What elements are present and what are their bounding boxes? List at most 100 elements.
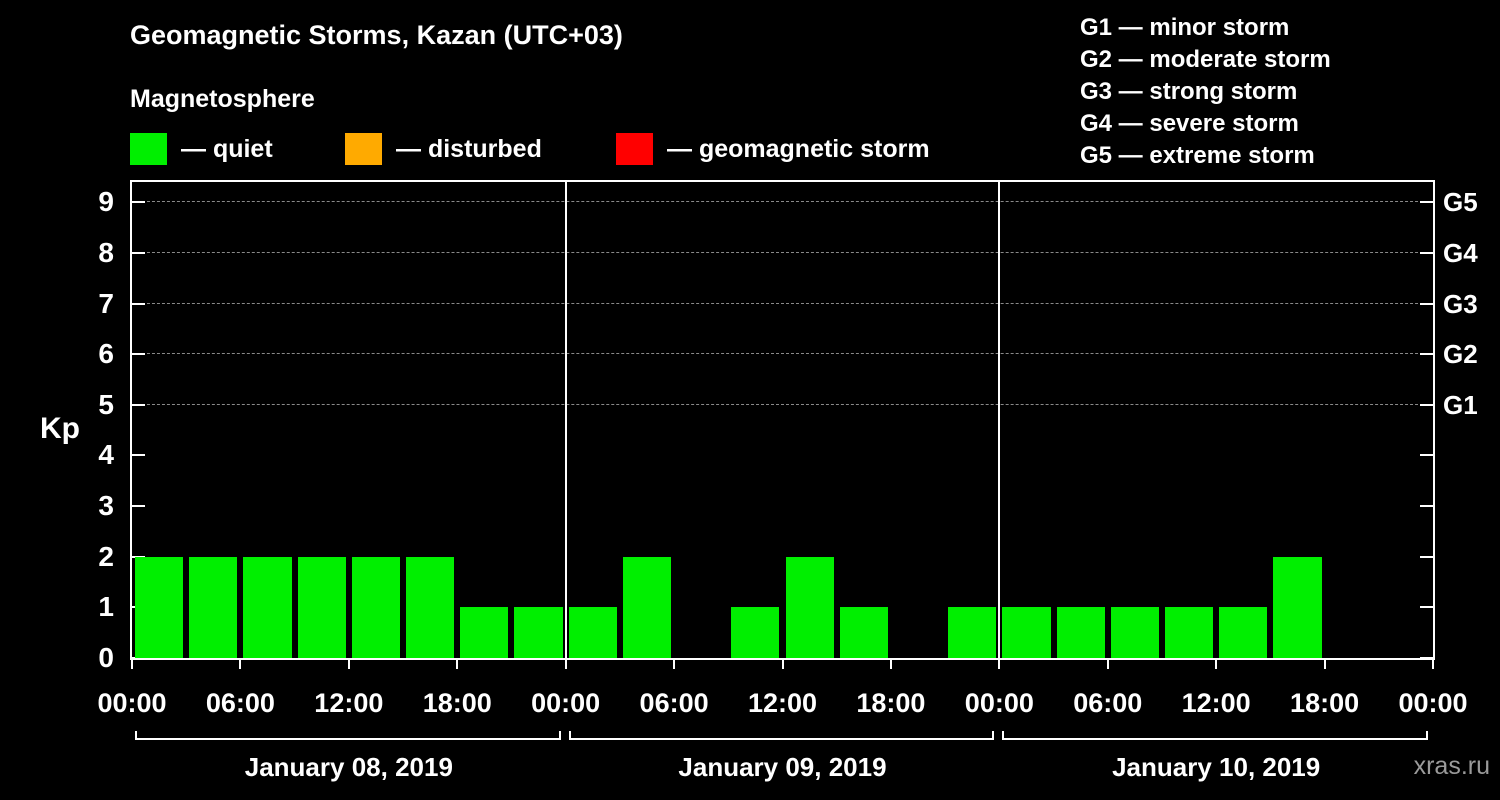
- quiet-color-swatch: [130, 133, 167, 165]
- day-divider: [564, 182, 567, 658]
- gridline-g4: [132, 251, 1433, 253]
- kp-bar: [948, 607, 997, 658]
- kp-bar: [351, 556, 401, 658]
- y-tick-left: [132, 555, 145, 558]
- kp-bar: [568, 607, 617, 658]
- x-axis-tick: [564, 660, 567, 669]
- x-axis-time-label: 06:00: [205, 688, 275, 718]
- x-axis-time-label: 06:00: [1073, 688, 1143, 718]
- kp-bar: [243, 556, 292, 658]
- y-axis-label: 1: [98, 591, 114, 623]
- gridline-g2: [132, 353, 1433, 355]
- x-axis-time-label: 18:00: [856, 688, 926, 718]
- x-axis-tick: [131, 660, 133, 669]
- x-axis-time-label: 12:00: [747, 688, 818, 718]
- y-tick-right: [1420, 555, 1433, 558]
- kp-bar: [1219, 607, 1268, 658]
- y-tick-left: [132, 302, 145, 305]
- y-axis-label: 8: [98, 236, 114, 268]
- g1-legend-line: G1 — minor storm: [1080, 14, 1290, 41]
- kp-bar: [839, 607, 888, 658]
- x-axis-time-label: 00:00: [964, 688, 1034, 718]
- kp-bar: [514, 607, 563, 658]
- x-axis-tick: [347, 660, 350, 669]
- y-tick-left: [132, 353, 145, 356]
- y-tick-right: [1420, 606, 1433, 609]
- y-axis-label: 3: [98, 490, 114, 522]
- kp-bar: [460, 607, 509, 658]
- x-axis-time-label: 00:00: [531, 688, 601, 718]
- kp-bar: [135, 556, 184, 658]
- kp-bar: [406, 556, 455, 658]
- g2-legend-line: G2 — moderate storm: [1080, 46, 1331, 73]
- x-axis-time-label: 00:00: [97, 688, 167, 718]
- date-bracket: [568, 731, 995, 740]
- x-axis-tick: [1432, 660, 1434, 669]
- y-tick-right: [1420, 454, 1433, 457]
- y-tick-right: [1420, 657, 1433, 659]
- y-axis-label: 4: [98, 439, 114, 471]
- x-axis-tick: [889, 660, 892, 669]
- x-axis-time-label: 18:00: [422, 688, 492, 718]
- kp-bar: [731, 607, 780, 658]
- g5-legend-line: G5 — extreme storm: [1080, 142, 1315, 169]
- y-axis-label: 2: [98, 540, 114, 572]
- legend-item-quiet: — quiet: [130, 132, 273, 166]
- kp-bar: [1164, 607, 1214, 658]
- disturbed-color-swatch: [345, 133, 382, 165]
- y-tick-left: [132, 403, 145, 406]
- g-axis-label-g4: G4: [1443, 237, 1478, 268]
- y-tick-right: [1420, 353, 1433, 356]
- y-axis-label: 9: [98, 186, 114, 218]
- day-divider: [998, 182, 1001, 658]
- g-axis-label-g2: G2: [1443, 339, 1478, 370]
- y-tick-right: [1420, 201, 1433, 204]
- plot-area: [130, 180, 1435, 660]
- quiet-label: — quiet: [181, 134, 273, 163]
- date-label: January 09, 2019: [678, 752, 887, 782]
- y-tick-left: [132, 251, 145, 254]
- kp-axis-title: Kp: [40, 412, 80, 445]
- kp-bar: [1110, 607, 1159, 658]
- x-axis-tick: [1106, 660, 1109, 669]
- legend-item-storm: — geomagnetic storm: [616, 132, 930, 166]
- x-axis-time-label: 06:00: [639, 688, 709, 718]
- x-axis-tick: [456, 660, 459, 669]
- x-axis-time-label: 12:00: [1181, 688, 1251, 718]
- g3-legend-line: G3 — strong storm: [1080, 78, 1298, 105]
- y-tick-right: [1420, 302, 1433, 305]
- gridline-g1: [132, 403, 1433, 405]
- date-label: January 08, 2019: [244, 752, 453, 782]
- g-scale-legend: G1 — minor storm G2 — moderate storm G3 …: [1080, 12, 1331, 172]
- y-axis-label: 6: [98, 338, 114, 370]
- x-axis-tick: [1323, 660, 1326, 669]
- kp-bar: [785, 556, 834, 658]
- y-tick-left: [132, 201, 145, 204]
- legend-item-disturbed: — disturbed: [345, 132, 542, 166]
- y-tick-left: [132, 657, 145, 659]
- storm-label: — geomagnetic storm: [667, 134, 930, 163]
- watermark: xras.ru: [1413, 752, 1490, 780]
- g4-legend-line: G4 — severe storm: [1080, 110, 1299, 137]
- y-axis-label: 7: [98, 287, 114, 319]
- y-tick-left: [132, 454, 145, 457]
- kp-bar: [297, 556, 346, 658]
- kp-bar: [1273, 556, 1322, 658]
- y-axis-label: 5: [98, 388, 114, 420]
- page-title: Geomagnetic Storms, Kazan (UTC+03): [130, 20, 623, 50]
- date-bracket: [1002, 731, 1428, 740]
- x-axis-tick: [998, 660, 1001, 669]
- kp-bar: [1056, 607, 1105, 658]
- x-axis-tick: [239, 660, 242, 669]
- x-axis-time-label: 18:00: [1290, 688, 1360, 718]
- g-axis-label-g5: G5: [1443, 187, 1478, 218]
- g-axis-label-g1: G1: [1443, 389, 1478, 420]
- date-bracket: [135, 731, 561, 740]
- gridline-g5: [132, 201, 1433, 203]
- x-axis-tick: [1215, 660, 1218, 669]
- x-axis-tick: [781, 660, 784, 669]
- y-tick-right: [1420, 403, 1433, 406]
- y-tick-left: [132, 505, 145, 508]
- g-axis-label-g3: G3: [1443, 288, 1478, 319]
